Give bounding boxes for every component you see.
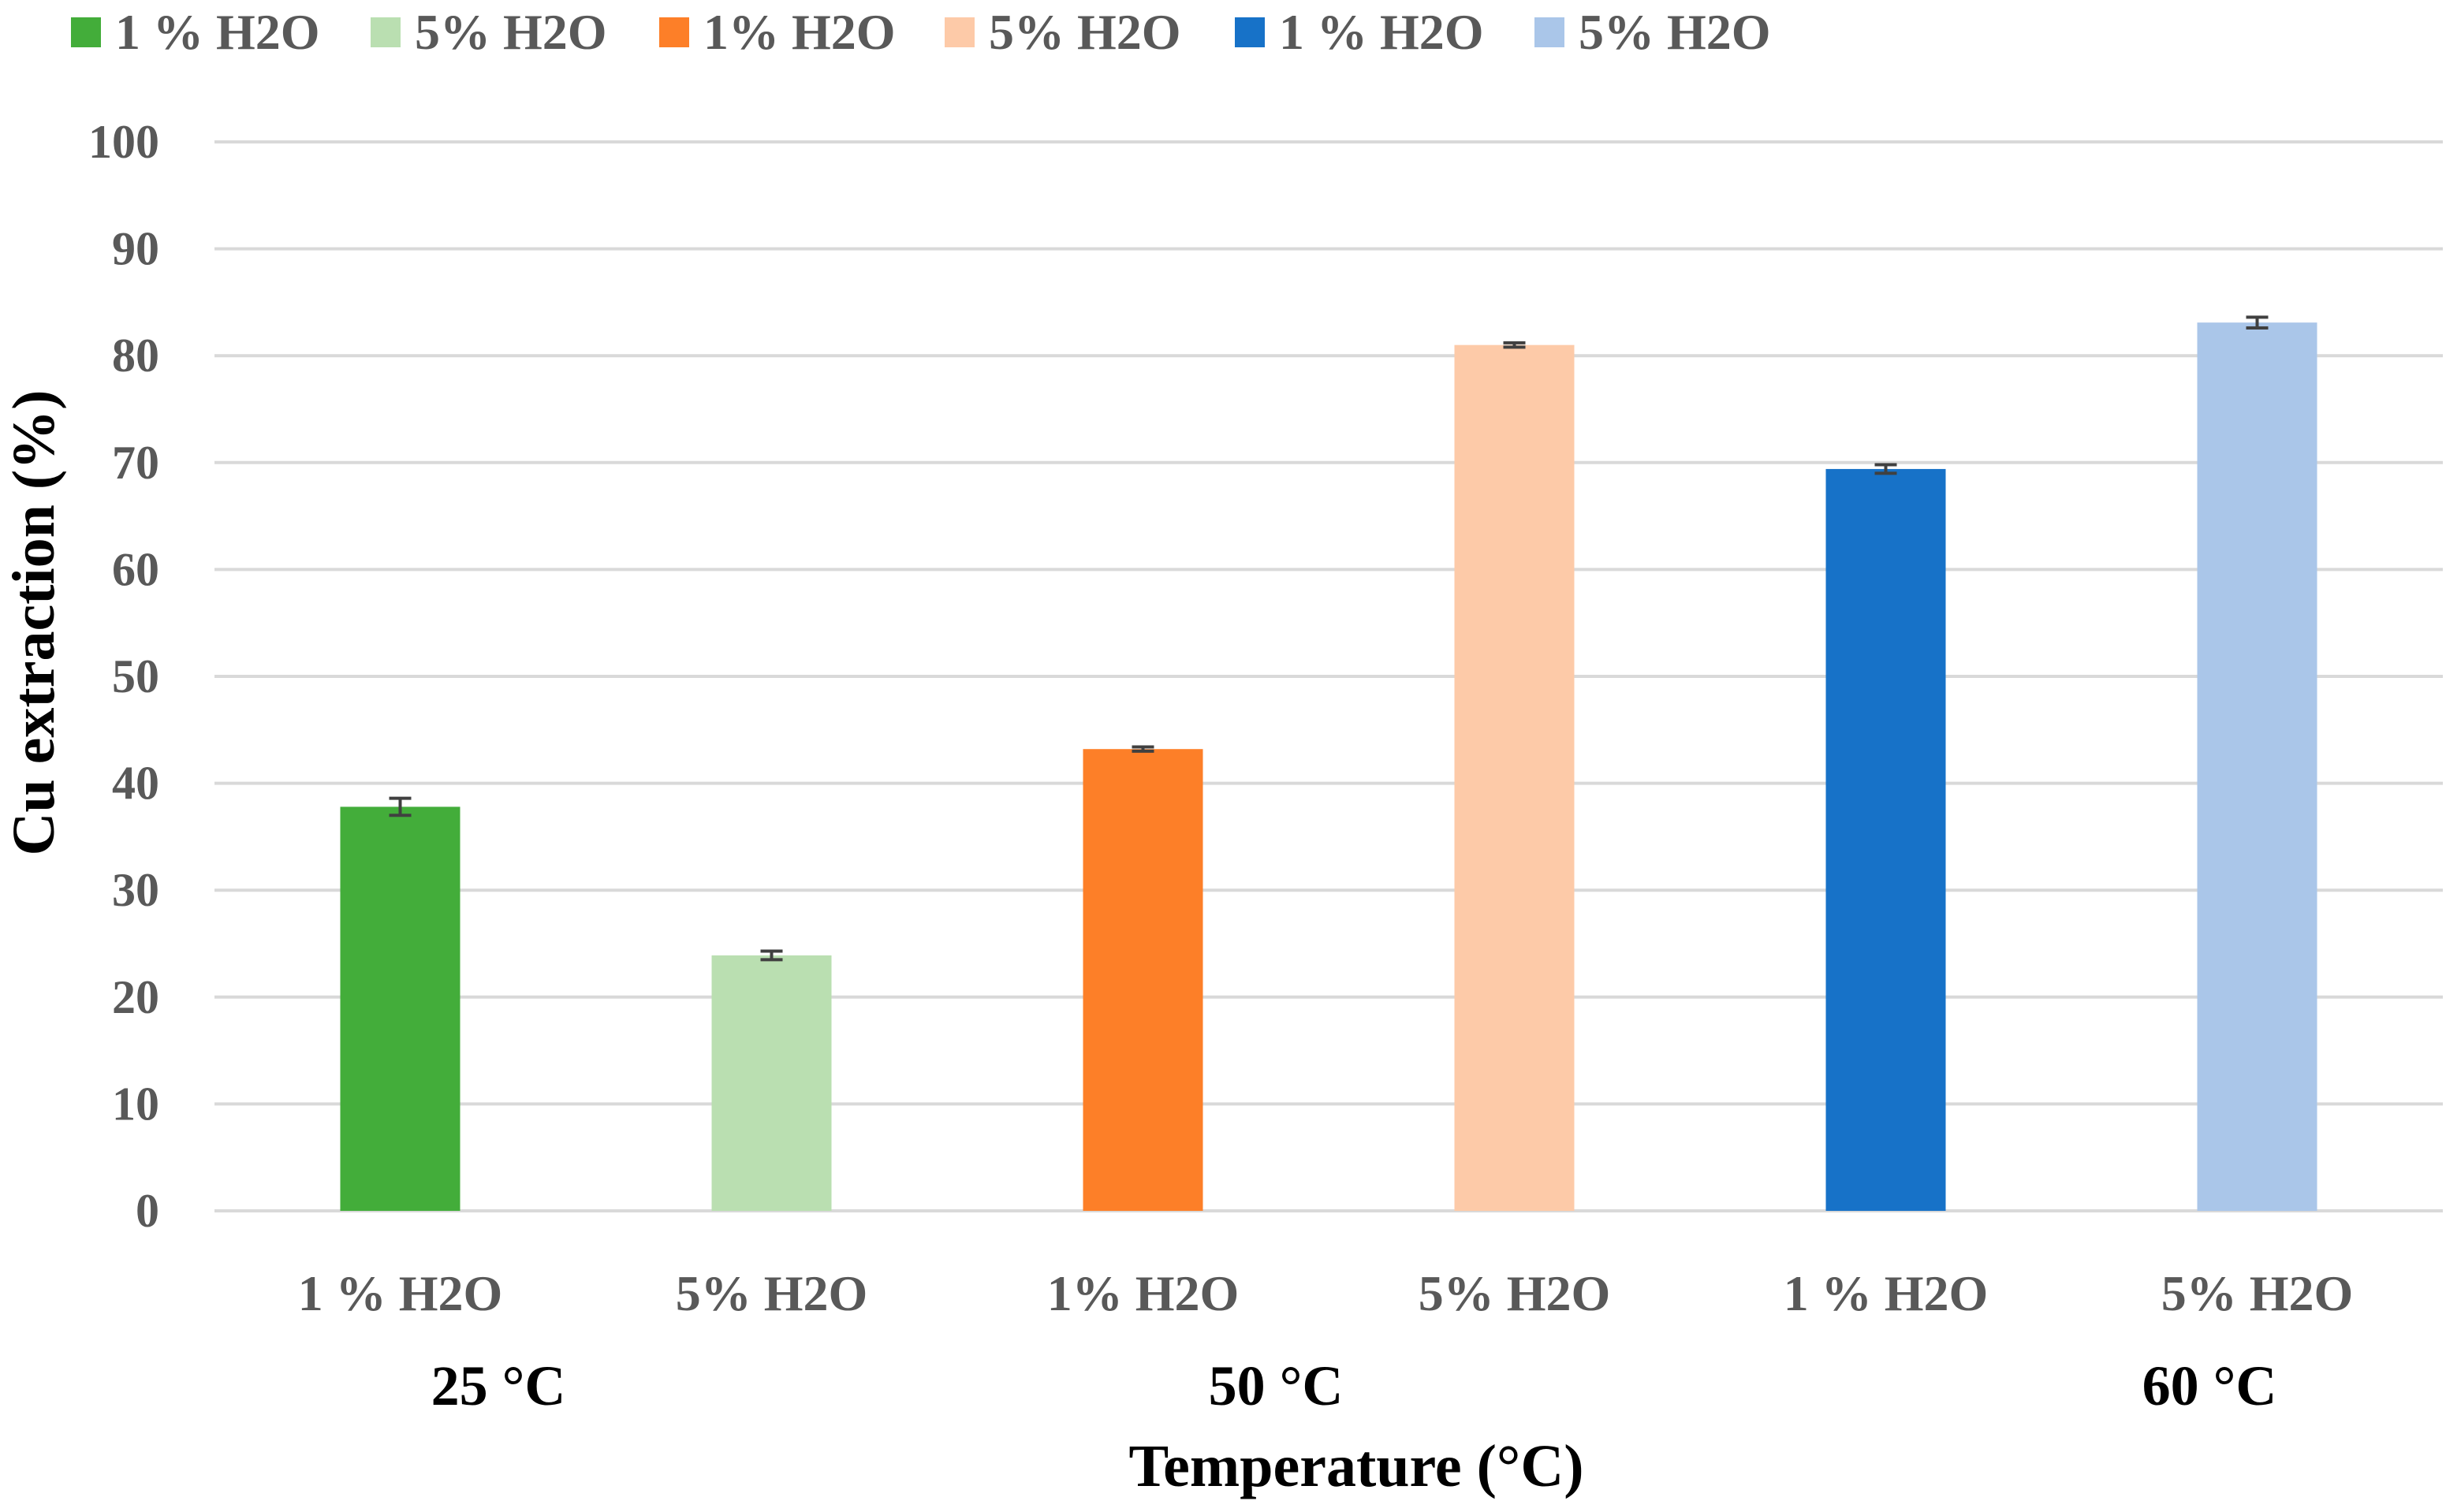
y-tick-label: 30 [112, 864, 159, 916]
legend-label: 5% H2O [989, 4, 1181, 60]
y-tick-label: 70 [112, 437, 159, 489]
bar [1825, 468, 1946, 1211]
legend-label: 1 % H2O [115, 4, 320, 60]
legend-label: 1 % H2O [1279, 4, 1484, 60]
legend-item: 1 % H2O [1235, 4, 1484, 60]
y-axis-ticks: 0 10 20 30 40 50 60 70 80 90 100 [88, 116, 159, 1237]
y-tick-label: 60 [112, 543, 159, 595]
bar [711, 955, 832, 1211]
y-tick-label: 10 [112, 1078, 159, 1130]
error-bars [389, 315, 2269, 962]
error-bar [1503, 341, 1526, 349]
x-group-label: 60 °C [2142, 1354, 2277, 1417]
legend-swatch [371, 17, 401, 47]
x-category-label: 1 % H2O [298, 1265, 503, 1321]
bar [1454, 344, 1575, 1211]
y-tick-label: 80 [112, 330, 159, 382]
legend-label: 5% H2O [415, 4, 607, 60]
y-tick-label: 100 [88, 116, 159, 168]
y-axis-title: Cu extraction (%) [1, 390, 67, 856]
bar [1083, 749, 1203, 1211]
legend-item: 1% H2O [659, 4, 896, 60]
legend-item: 5% H2O [371, 4, 607, 60]
bar [340, 806, 460, 1211]
legend-swatch [659, 17, 689, 47]
x-category-label: 1 % H2O [1784, 1265, 1989, 1321]
y-tick-label: 20 [112, 971, 159, 1023]
x-axis-title: Temperature (°C) [1128, 1433, 1583, 1499]
legend-swatch [1235, 17, 1265, 47]
legend-swatch [71, 17, 101, 47]
error-bar [760, 949, 783, 962]
error-bar [1132, 745, 1154, 753]
x-axis-categories: 1 % H2O 5% H2O 1% H2O 5% H2O 1 % H2O 5% H2O [298, 1265, 2354, 1321]
gridlines [214, 140, 2443, 1212]
x-group-label: 50 °C [1209, 1354, 1344, 1417]
legend-swatch [1534, 17, 1564, 47]
y-tick-label: 0 [136, 1185, 159, 1237]
x-category-label: 5% H2O [676, 1265, 868, 1321]
error-bar [2246, 315, 2269, 330]
x-category-label: 5% H2O [2161, 1265, 2354, 1321]
legend-label: 1% H2O [703, 4, 896, 60]
legend-item: 1 % H2O [71, 4, 320, 60]
legend: 1 % H2O 5% H2O 1% H2O 5% H2O 1 % H2O 5% H2O [71, 4, 1771, 60]
legend-item: 5% H2O [1534, 4, 1771, 60]
y-tick-label: 50 [112, 650, 159, 702]
legend-label: 5% H2O [1579, 4, 1771, 60]
x-axis-groups: 25 °C 50 °C 60 °C [431, 1354, 2277, 1417]
bars [340, 322, 2317, 1211]
x-category-label: 5% H2O [1419, 1265, 1611, 1321]
legend-swatch [945, 17, 975, 47]
x-group-label: 25 °C [431, 1354, 566, 1417]
error-bar [389, 796, 412, 817]
bar [2197, 322, 2317, 1211]
x-category-label: 1% H2O [1047, 1265, 1240, 1321]
y-tick-label: 90 [112, 223, 159, 275]
error-bar [1874, 463, 1897, 475]
legend-item: 5% H2O [945, 4, 1181, 60]
y-tick-label: 40 [112, 758, 159, 810]
